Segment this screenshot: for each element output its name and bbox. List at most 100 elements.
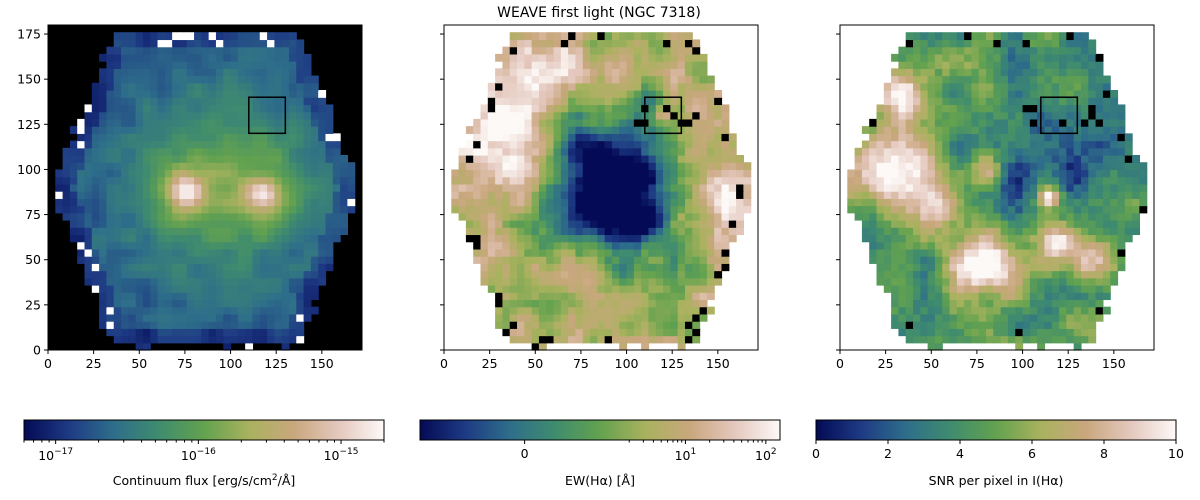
map-pixel	[597, 256, 606, 264]
map-pixel	[157, 162, 166, 171]
map-pixel	[949, 111, 958, 120]
map-pixel	[891, 198, 900, 207]
map-pixel	[1095, 313, 1104, 322]
map-pixel	[597, 68, 606, 77]
map-pixel	[677, 198, 686, 207]
axes-frame	[839, 24, 1155, 351]
map-pixel	[1059, 75, 1067, 84]
map-pixel	[626, 111, 635, 120]
map-pixel	[582, 176, 591, 185]
map-pixel	[553, 162, 562, 171]
map-pixel	[971, 313, 980, 322]
map-pixel	[1059, 183, 1067, 192]
map-pixel	[186, 68, 195, 77]
map-pixel	[553, 97, 562, 106]
map-pixel	[553, 241, 562, 250]
map-pixel	[150, 227, 159, 236]
map-pixel	[509, 155, 518, 163]
map-pixel	[157, 313, 166, 322]
map-pixel	[677, 277, 686, 286]
map-pixel	[1102, 241, 1111, 250]
map-pixel	[215, 227, 224, 236]
map-pixel	[164, 61, 173, 69]
map-pixel	[495, 68, 504, 77]
map-pixel	[633, 313, 642, 322]
map-pixel	[1102, 263, 1111, 272]
map-pixel	[259, 39, 268, 48]
map-pixel	[194, 299, 202, 308]
map-pixel	[714, 118, 723, 127]
map-pixel	[179, 183, 188, 192]
map-pixel	[347, 162, 356, 171]
map-pixel	[473, 227, 482, 236]
map-pixel	[633, 241, 642, 250]
map-pixel	[288, 183, 297, 192]
map-pixel	[971, 198, 980, 207]
map-pixel	[1132, 227, 1140, 236]
map-pixel	[106, 198, 115, 207]
map-pixel	[150, 176, 159, 185]
map-pixel	[259, 263, 268, 272]
x-tick-label: 25	[86, 356, 102, 371]
map-pixel	[1117, 183, 1126, 192]
map-pixel	[553, 270, 562, 279]
map-pixel	[128, 241, 137, 250]
map-pixel	[978, 140, 987, 149]
map-pixel	[604, 241, 613, 250]
map-pixel	[619, 335, 628, 344]
map-pixel	[978, 212, 987, 221]
map-pixel	[1110, 97, 1119, 106]
map-pixel	[347, 191, 356, 199]
map-pixel	[215, 32, 224, 41]
map-pixel	[310, 256, 319, 264]
map-pixel	[267, 75, 275, 84]
map-pixel	[648, 227, 657, 236]
map-pixel	[553, 111, 562, 120]
map-pixel	[223, 82, 232, 91]
map-pixel	[560, 198, 569, 207]
map-pixel	[318, 277, 327, 286]
map-pixel	[626, 104, 635, 113]
map-pixel	[949, 292, 958, 301]
map-pixel	[502, 299, 511, 308]
map-pixel	[971, 263, 980, 272]
map-pixel	[590, 306, 598, 315]
map-pixel	[517, 53, 525, 62]
map-pixel	[575, 299, 584, 308]
map-pixel	[546, 169, 555, 178]
map-pixel	[531, 61, 540, 69]
map-pixel	[1110, 140, 1119, 149]
map-pixel	[971, 176, 980, 185]
map-pixel	[274, 306, 283, 315]
map-pixel	[655, 111, 664, 120]
x-tick-label: 0	[836, 356, 844, 371]
map-pixel	[267, 212, 275, 221]
map-pixel	[611, 321, 620, 329]
map-pixel	[956, 140, 965, 149]
map-pixel	[619, 234, 628, 243]
map-pixel	[172, 104, 181, 113]
map-pixel	[150, 140, 159, 149]
map-pixel	[502, 53, 511, 62]
map-pixel	[1015, 75, 1024, 84]
map-pixel	[77, 140, 86, 149]
map-pixel	[891, 321, 900, 329]
map-pixel	[949, 227, 958, 236]
map-pixel	[699, 191, 708, 199]
colorbar-tick-label: 101	[675, 447, 697, 463]
map-pixel	[1059, 133, 1067, 142]
map-pixel	[1132, 212, 1140, 221]
map-pixel	[157, 299, 166, 308]
map-pixel	[883, 176, 892, 185]
map-pixel	[473, 241, 482, 250]
map-pixel	[55, 176, 64, 185]
map-pixel	[473, 133, 482, 142]
map-pixel	[956, 75, 965, 84]
map-pixel	[524, 90, 533, 98]
map-pixel	[128, 126, 137, 134]
map-pixel	[1015, 263, 1024, 272]
map-pixel	[1059, 270, 1067, 279]
map-pixel	[296, 133, 305, 142]
map-pixel	[502, 328, 511, 337]
map-pixel	[245, 205, 254, 214]
